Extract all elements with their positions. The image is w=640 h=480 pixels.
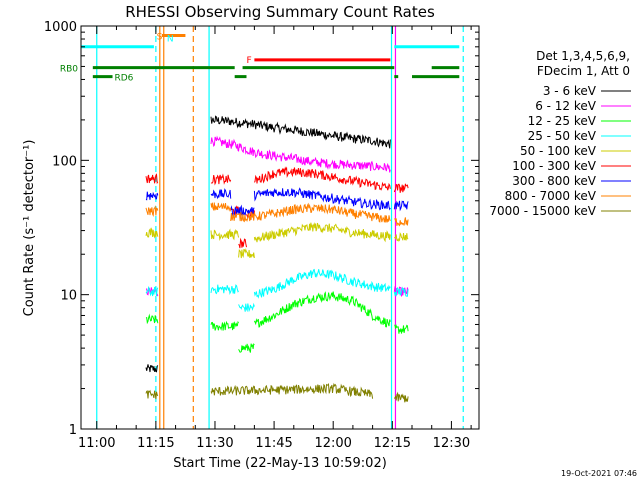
legend-label-0: 3 - 6 keV xyxy=(543,84,597,98)
x-tick-label-1: 11:15 xyxy=(137,436,174,451)
series-5-segment-5 xyxy=(253,166,391,191)
legend: Det 1,3,4,5,6,9,FDecim 1, Att 0 3 - 6 keV… xyxy=(489,49,631,218)
x-axis-label: Start Time (22-May-13 10:59:02) xyxy=(173,456,387,471)
series-6-segment-5 xyxy=(393,200,409,212)
state-bar-label-3: RB0 xyxy=(60,65,78,75)
series-0-segment-0 xyxy=(145,364,159,373)
series-4-segment-0 xyxy=(145,227,159,239)
series-2-segment-1 xyxy=(210,320,239,331)
series-7-segment-4 xyxy=(394,217,409,227)
series-6-segment-0 xyxy=(145,191,159,201)
annotation-0: N xyxy=(167,35,174,45)
series-4-segment-4 xyxy=(393,232,409,242)
legend-header-1: FDecim 1, Att 0 xyxy=(537,64,630,78)
x-tick-label-4: 12:00 xyxy=(314,436,351,451)
legend-label-6: 300 - 800 keV xyxy=(512,174,596,188)
legend-label-8: 7000 - 15000 keV xyxy=(489,204,596,218)
series-4-segment-2 xyxy=(238,248,255,259)
y-tick-label-2: 100 xyxy=(52,154,77,169)
series-8-segment-0 xyxy=(145,389,159,400)
state-bar-label-1: S xyxy=(157,32,163,42)
series-4-segment-3 xyxy=(253,222,391,243)
legend-header-0: Det 1,3,4,5,6,9, xyxy=(536,49,630,63)
series-3-segment-4 xyxy=(393,286,409,297)
y-tick-label-0: 1 xyxy=(69,423,77,438)
series-3-segment-0 xyxy=(145,285,159,297)
series-5-segment-1 xyxy=(210,173,232,186)
footer-timestamp: 19-Oct-2021 07:46 xyxy=(561,469,637,478)
y-axis-label: Count Rate (s⁻¹ detector⁻¹) xyxy=(22,140,37,317)
y-tick-label-1: 10 xyxy=(60,289,77,304)
state-bar-label-2: F xyxy=(247,56,252,66)
legend-label-3: 25 - 50 keV xyxy=(528,129,597,143)
x-tick-label-6: 12:30 xyxy=(433,436,470,451)
series-7-segment-0 xyxy=(145,205,159,217)
series-6-segment-1 xyxy=(210,188,232,200)
series-2-segment-0 xyxy=(145,313,159,325)
x-tick-label-0: 11:00 xyxy=(78,436,115,451)
series-2-segment-2 xyxy=(238,343,255,353)
series-5-segment-3 xyxy=(238,237,247,249)
series-6-segment-2 xyxy=(230,205,240,217)
x-tick-label-3: 11:45 xyxy=(255,436,292,451)
series-3-segment-1 xyxy=(210,284,239,296)
series-8-segment-2 xyxy=(393,391,409,403)
legend-label-4: 50 - 100 keV xyxy=(520,144,597,158)
plot-area: S F RB0 RD6 N 11:00 11:15 11:30 11:45 12:00 12:15 1… xyxy=(44,20,480,451)
series-2-segment-4 xyxy=(394,324,409,334)
series-7-segment-1 xyxy=(210,202,232,212)
series-2-segment-3 xyxy=(253,291,391,328)
legend-label-2: 12 - 25 keV xyxy=(528,114,597,128)
series-6-segment-3 xyxy=(238,204,255,216)
legend-label-1: 6 - 12 keV xyxy=(535,99,597,113)
series-1-segment-1 xyxy=(210,135,391,173)
legend-label-7: 800 - 7000 keV xyxy=(505,189,597,203)
series-6-segment-4 xyxy=(253,187,391,211)
x-tick-label-2: 11:30 xyxy=(196,436,233,451)
series-7-segment-2 xyxy=(230,212,255,223)
series-0-segment-1 xyxy=(210,115,391,149)
legend-label-5: 100 - 300 keV xyxy=(512,159,596,173)
series-3-segment-3 xyxy=(253,268,391,299)
series-3-segment-2 xyxy=(238,302,255,313)
series-5-segment-0 xyxy=(145,173,159,185)
chart-title: RHESSI Observing Summary Count Rates xyxy=(125,3,435,21)
y-tick-label-3: 1000 xyxy=(44,20,77,35)
series-4-segment-1 xyxy=(210,228,240,242)
x-tick-label-5: 12:15 xyxy=(374,436,411,451)
series-8-segment-1 xyxy=(210,382,374,399)
series-5-segment-6 xyxy=(393,183,409,193)
series-7-segment-3 xyxy=(253,202,391,223)
state-bar-label-4: RD6 xyxy=(114,74,133,84)
plot-frame xyxy=(80,25,480,430)
